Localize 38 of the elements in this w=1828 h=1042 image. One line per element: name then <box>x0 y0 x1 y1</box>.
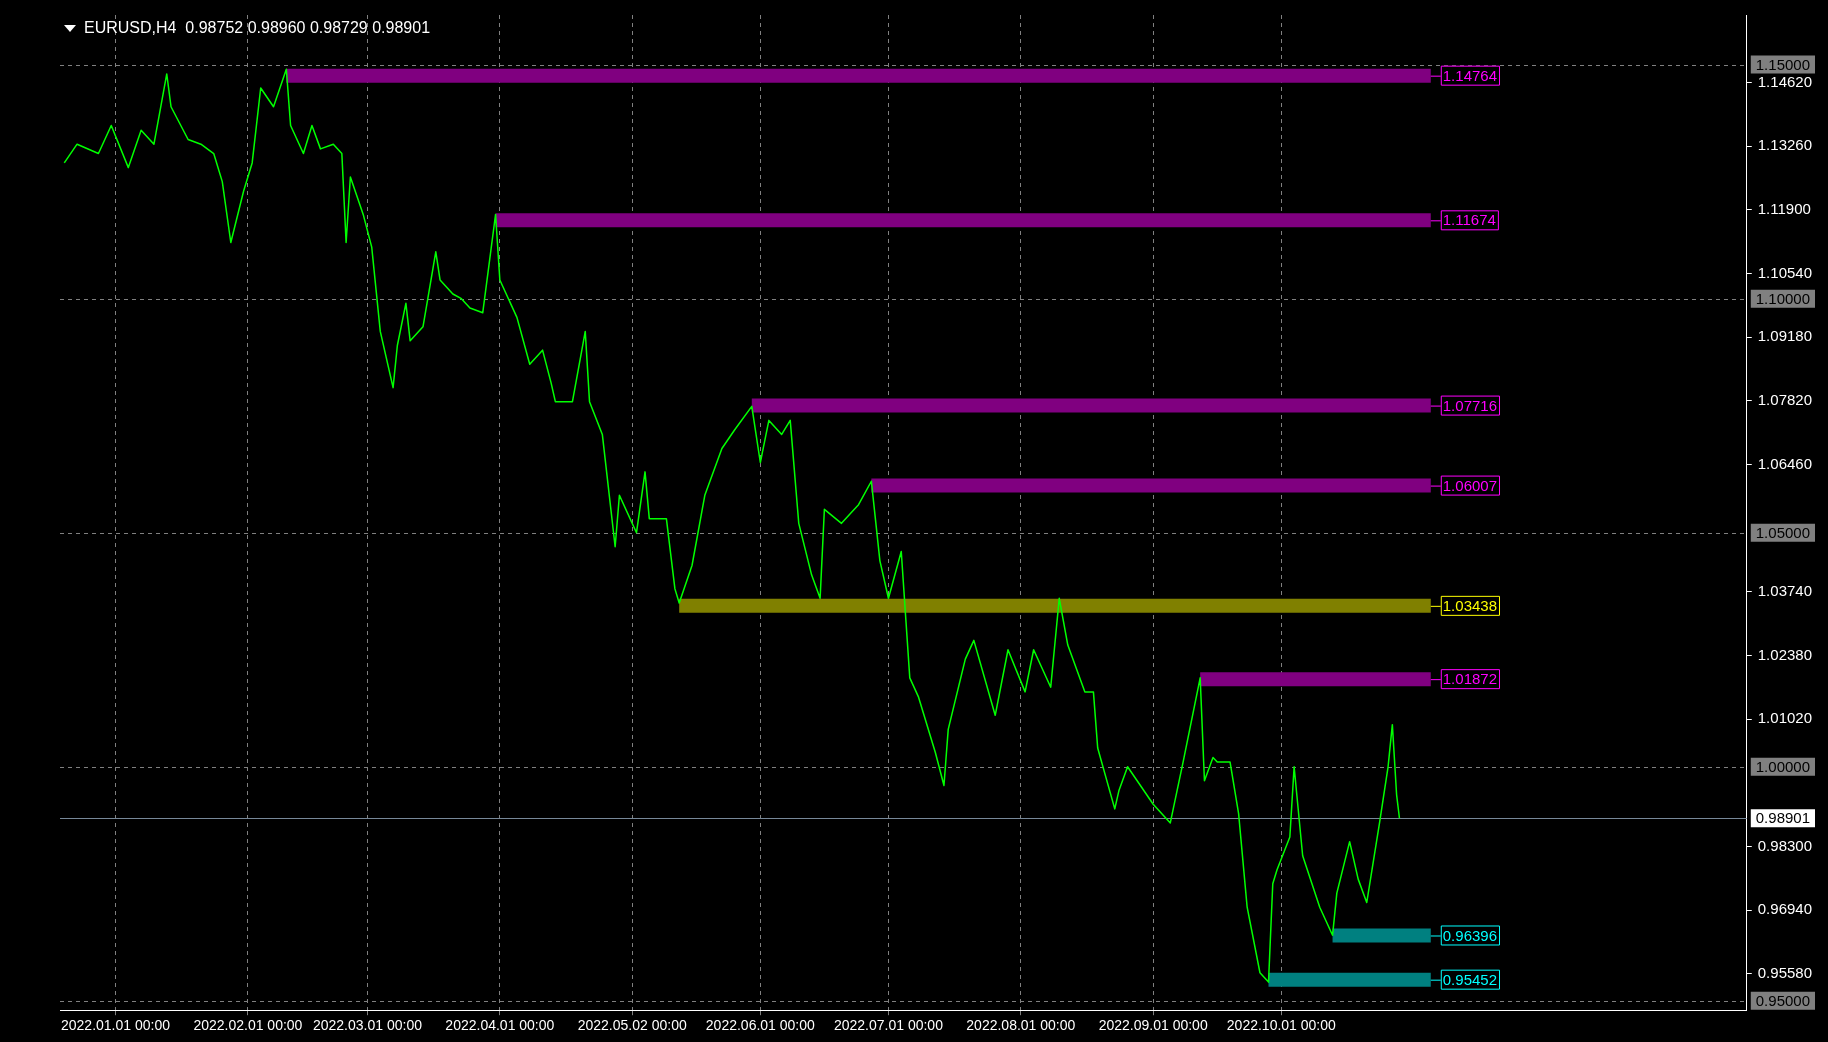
y-tick-label: 1.09180 <box>1757 327 1813 345</box>
y-tick-label: 0.95580 <box>1757 963 1813 981</box>
ref-line-label: 1.00000 <box>1755 757 1811 775</box>
data-label: 1.03438 <box>1442 596 1498 614</box>
ref-line-label: 1.15000 <box>1755 55 1811 73</box>
y-tick-label: 1.13260 <box>1757 136 1813 154</box>
y-tick-label: 0.98300 <box>1757 836 1813 854</box>
y-tick-label: 1.11900 <box>1757 199 1811 217</box>
x-tick-label: 2022.01.01 00:00 <box>61 1017 171 1034</box>
ref-line-label: 0.95000 <box>1755 991 1811 1009</box>
y-tick-label: 1.10540 <box>1757 263 1813 281</box>
data-label: 1.07716 <box>1442 396 1498 414</box>
ref-line-label: 0.98901 <box>1755 809 1811 827</box>
y-tick-label: 1.06460 <box>1757 454 1813 472</box>
y-tick-label: 1.02380 <box>1757 645 1813 663</box>
x-tick-label: 2022.05.02 00:00 <box>577 1017 687 1034</box>
data-label: 0.95452 <box>1442 970 1498 988</box>
data-label: 1.06007 <box>1442 476 1498 494</box>
x-tick-label: 2022.03.01 00:00 <box>312 1017 423 1034</box>
x-tick-label: 2022.06.01 00:00 <box>705 1017 816 1034</box>
data-label: 1.14764 <box>1442 66 1498 84</box>
y-tick-label: 1.07820 <box>1757 390 1813 408</box>
chart-title: EURUSD,H4 0.98752 0.98960 0.98729 0.98901 <box>84 19 431 37</box>
data-label: 0.96396 <box>1442 926 1498 944</box>
x-tick-label: 2022.08.01 00:00 <box>966 1017 1076 1034</box>
data-label: 1.11674 <box>1442 211 1496 229</box>
y-tick-label: 1.01020 <box>1757 709 1813 727</box>
x-tick-label: 2022.09.01 00:00 <box>1098 1017 1208 1034</box>
ref-line-label: 1.10000 <box>1755 289 1811 307</box>
x-tick-label: 2022.04.01 00:00 <box>445 1017 555 1034</box>
x-tick-label: 2022.07.01 00:00 <box>833 1017 944 1034</box>
y-tick-label: 1.03740 <box>1757 581 1813 599</box>
y-tick-label: 1.14620 <box>1757 72 1813 90</box>
y-tick-label: 0.96940 <box>1757 900 1813 918</box>
ref-line-label: 1.05000 <box>1755 523 1811 541</box>
data-label: 1.01872 <box>1442 670 1498 688</box>
x-tick-label: 2022.10.01 00:00 <box>1226 1017 1337 1034</box>
x-tick-label: 2022.02.01 00:00 <box>193 1017 303 1034</box>
